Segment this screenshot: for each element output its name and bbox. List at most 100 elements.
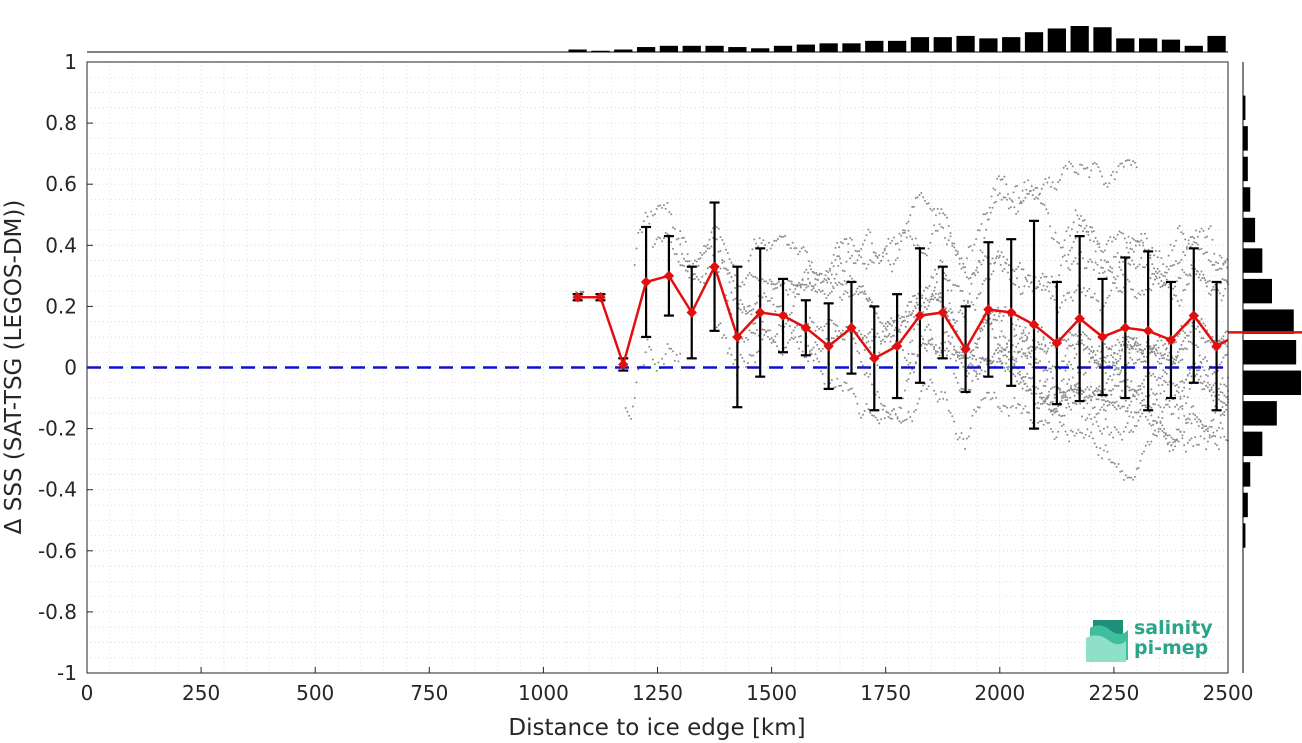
raw-point [1193,241,1196,244]
raw-point [1165,347,1168,350]
binned-mean-marker [640,276,652,288]
raw-point [1178,304,1181,307]
raw-point [1106,185,1109,188]
raw-point [1113,368,1116,371]
raw-point [1083,219,1086,221]
raw-point [966,300,969,302]
raw-point [949,342,952,345]
raw-point [801,350,804,353]
raw-point [947,310,950,313]
raw-point [1149,277,1152,280]
raw-point [807,360,810,363]
top-histogram-bar [659,45,679,52]
raw-point [1013,206,1016,209]
raw-point [1209,293,1212,296]
raw-point [1103,343,1106,345]
raw-point [675,353,678,356]
raw-point [675,253,678,256]
raw-point [901,315,904,318]
raw-point [991,355,994,358]
raw-point [882,338,884,341]
raw-point [837,264,840,267]
raw-point [719,236,722,239]
raw-point [1165,372,1168,375]
raw-point [960,267,963,270]
raw-point [1179,405,1182,408]
raw-point [925,325,928,328]
raw-point [1197,276,1200,279]
raw-point [858,412,861,415]
raw-point [734,287,737,289]
raw-point [1201,423,1204,426]
raw-point [657,236,660,239]
raw-point [1175,294,1177,297]
raw-point [1096,390,1099,393]
raw-point [1020,412,1023,415]
raw-point [869,411,872,414]
raw-point [1150,414,1153,417]
raw-point [730,276,733,279]
raw-point [974,342,977,345]
raw-point [1006,355,1009,358]
binned-mean-marker [800,322,812,333]
raw-point [942,212,945,215]
raw-point [865,372,868,375]
raw-point [1135,398,1138,401]
raw-point [916,196,919,199]
raw-point [1198,273,1201,276]
raw-point [1071,344,1074,347]
raw-point [719,267,722,270]
raw-point [984,318,987,321]
raw-point [1128,352,1131,354]
raw-point [953,246,956,249]
raw-point [826,281,829,284]
raw-point [1183,381,1186,384]
raw-point [995,396,998,399]
raw-point [1022,331,1025,334]
raw-point [1196,325,1199,328]
raw-point [1209,225,1212,228]
raw-point [836,255,839,258]
raw-point [905,418,908,421]
raw-point [1000,410,1003,413]
raw-point [1060,395,1063,398]
raw-point [1113,462,1116,465]
raw-point [1103,259,1106,262]
raw-point [693,278,696,280]
raw-point [1223,410,1226,413]
raw-point [728,258,731,261]
raw-point [1128,386,1131,389]
raw-point [905,236,908,239]
raw-point [1143,398,1145,401]
raw-point [1070,408,1072,411]
raw-point [923,301,925,304]
raw-point [1059,421,1061,424]
raw-point [876,390,879,393]
raw-point [661,206,664,209]
raw-point [1220,337,1223,340]
raw-point [1081,164,1083,167]
raw-point [1185,348,1188,351]
raw-point [1179,277,1182,280]
raw-point [1109,375,1112,378]
raw-point [1015,212,1018,215]
raw-point [1046,285,1049,288]
raw-point [1131,358,1134,361]
raw-point [1014,185,1017,188]
right-histogram-bar [1243,156,1248,182]
right-histogram-bar [1243,462,1251,487]
raw-point [1166,443,1169,446]
raw-point [1119,290,1122,292]
raw-point [787,341,789,344]
raw-point [662,204,665,207]
raw-point [751,248,754,251]
raw-point [983,236,986,239]
raw-point [819,326,822,329]
raw-point [1127,251,1130,254]
raw-point [1041,348,1044,351]
raw-point [894,259,897,262]
raw-point [1222,263,1225,266]
raw-point [1129,336,1132,339]
raw-point [1187,334,1190,337]
raw-point [1092,230,1095,233]
